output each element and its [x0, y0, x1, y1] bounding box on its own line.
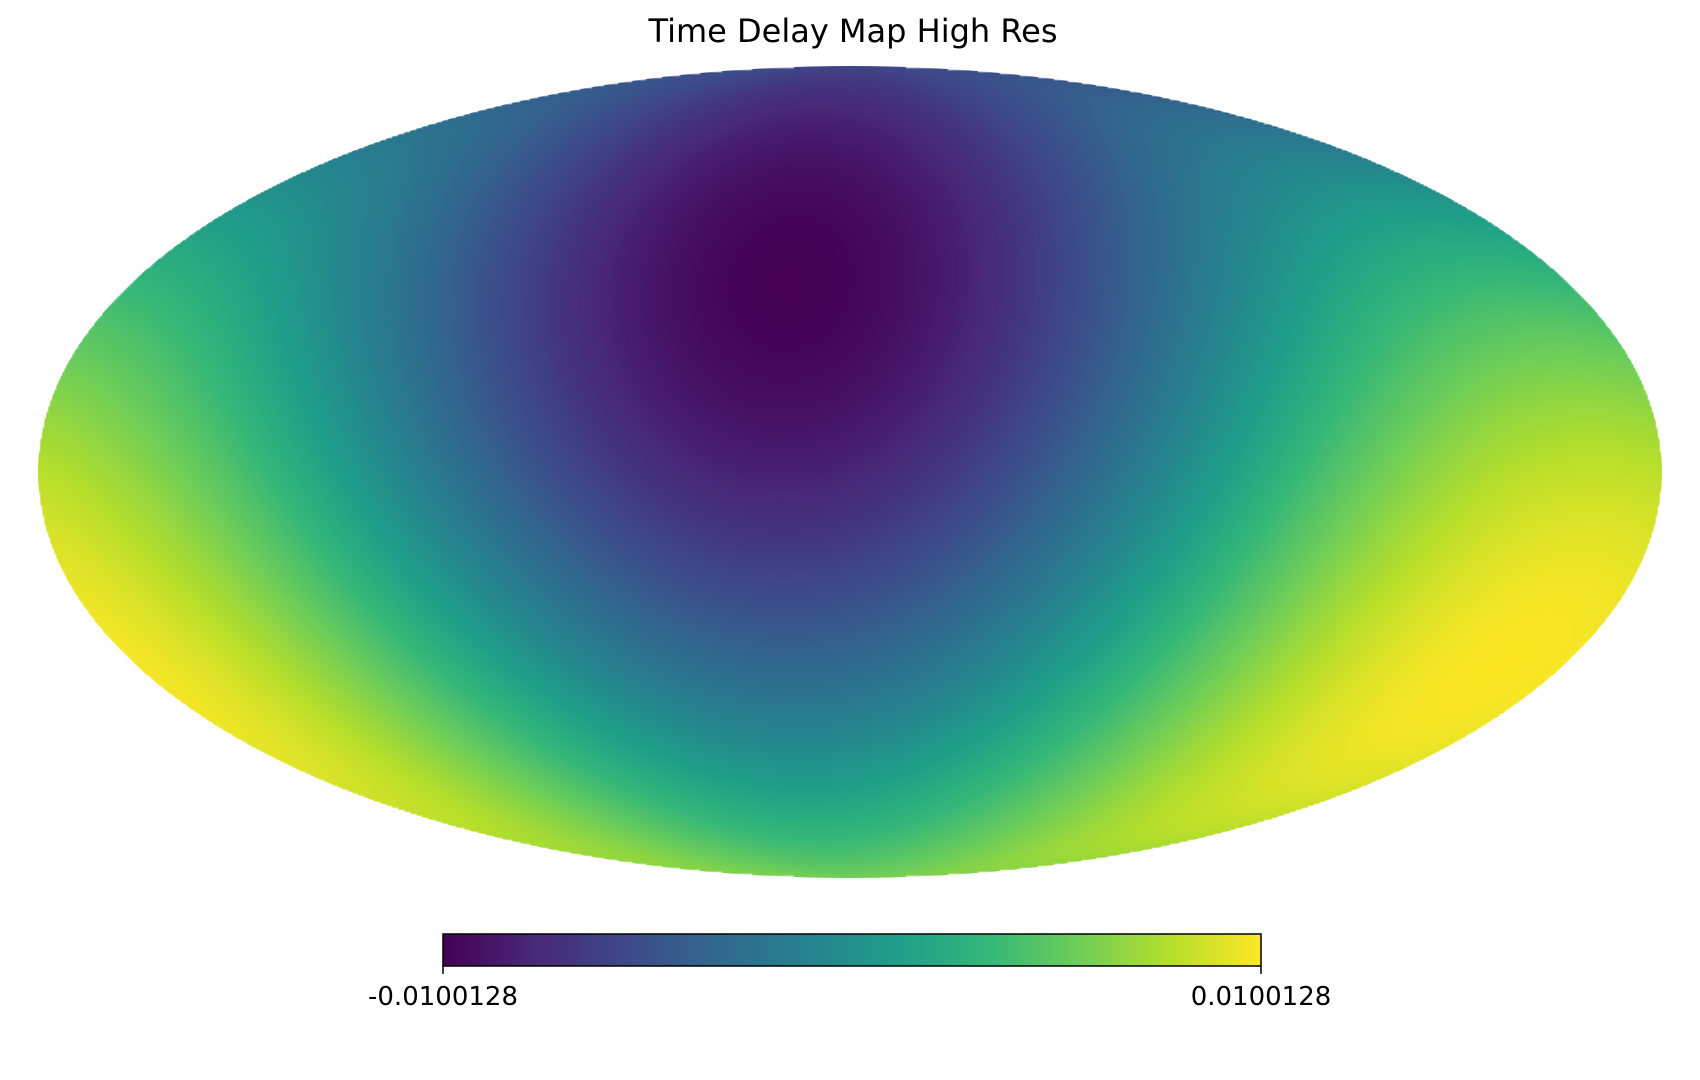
colorbar: -0.0100128 0.0100128 [368, 933, 1332, 1012]
chart-title: Time Delay Map High Res [648, 12, 1058, 50]
colorbar-bar [442, 933, 1262, 967]
colorbar-max-label: 0.0100128 [1191, 982, 1332, 1012]
map-projection [38, 66, 1662, 878]
map-image [38, 66, 1662, 878]
colorbar-min-label: -0.0100128 [368, 982, 518, 1012]
